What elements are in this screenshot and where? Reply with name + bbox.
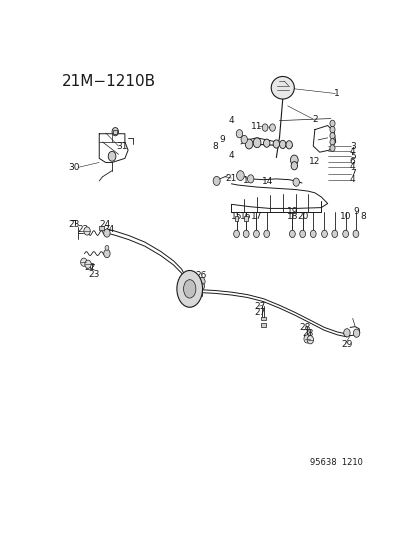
Text: 21: 21: [225, 174, 236, 183]
Text: 29: 29: [340, 340, 352, 349]
Circle shape: [112, 127, 118, 136]
Circle shape: [243, 230, 249, 238]
Text: 3: 3: [350, 142, 355, 150]
Bar: [99, 225, 104, 230]
Text: 18: 18: [286, 212, 297, 221]
Bar: [260, 317, 265, 320]
Circle shape: [342, 230, 348, 238]
Text: 5: 5: [349, 152, 355, 161]
Circle shape: [236, 130, 242, 138]
Bar: [260, 324, 265, 327]
Text: 30: 30: [68, 163, 79, 172]
Circle shape: [303, 335, 310, 343]
Circle shape: [329, 139, 334, 145]
Text: 4: 4: [228, 151, 234, 160]
Text: 21M−1210B: 21M−1210B: [61, 74, 155, 89]
Circle shape: [83, 227, 90, 235]
Circle shape: [104, 229, 110, 237]
Circle shape: [306, 336, 313, 344]
Ellipse shape: [183, 280, 195, 298]
Text: 6: 6: [349, 157, 355, 166]
Text: 15: 15: [230, 212, 242, 221]
Text: 26: 26: [195, 271, 206, 280]
Text: 28: 28: [299, 323, 310, 332]
Circle shape: [329, 145, 334, 151]
Text: 31: 31: [116, 142, 128, 150]
Circle shape: [104, 249, 110, 257]
Text: 12: 12: [309, 157, 320, 166]
Circle shape: [199, 283, 204, 290]
Circle shape: [290, 155, 297, 165]
Text: 24: 24: [103, 225, 114, 235]
Circle shape: [244, 139, 252, 149]
Text: 10: 10: [339, 212, 350, 221]
Circle shape: [233, 230, 239, 238]
Circle shape: [108, 151, 116, 161]
Circle shape: [290, 161, 297, 170]
Text: 8: 8: [212, 142, 218, 151]
Text: 9: 9: [353, 207, 358, 216]
Circle shape: [240, 135, 247, 143]
Text: 20: 20: [296, 212, 308, 221]
Circle shape: [81, 258, 87, 266]
Circle shape: [269, 124, 275, 131]
Circle shape: [329, 120, 334, 127]
Circle shape: [247, 175, 253, 183]
Text: 22: 22: [77, 225, 89, 235]
Circle shape: [236, 171, 244, 181]
Text: 2: 2: [311, 115, 317, 124]
Circle shape: [213, 176, 220, 185]
Text: 1: 1: [334, 90, 339, 99]
Circle shape: [331, 230, 337, 238]
Circle shape: [292, 178, 299, 186]
Text: 4: 4: [228, 116, 234, 125]
Circle shape: [263, 230, 269, 238]
Circle shape: [263, 139, 269, 147]
Text: 4: 4: [349, 175, 355, 184]
Circle shape: [310, 230, 316, 238]
Circle shape: [299, 230, 305, 238]
Circle shape: [352, 329, 359, 337]
Text: 11: 11: [251, 122, 262, 131]
Text: 23: 23: [68, 220, 79, 229]
Bar: [244, 216, 247, 221]
Text: 14: 14: [261, 177, 273, 186]
Bar: [234, 216, 238, 221]
Bar: [113, 131, 117, 134]
Text: 9: 9: [218, 135, 224, 144]
Text: 23: 23: [88, 270, 100, 279]
Circle shape: [279, 140, 285, 149]
Circle shape: [289, 230, 294, 238]
Circle shape: [321, 230, 327, 238]
Text: 4: 4: [349, 163, 355, 172]
Text: 22: 22: [84, 263, 95, 272]
Circle shape: [285, 141, 292, 149]
Text: 27: 27: [253, 308, 265, 317]
Text: 25: 25: [184, 271, 195, 280]
Text: 24: 24: [99, 220, 110, 229]
Text: 8: 8: [359, 212, 365, 221]
Circle shape: [329, 126, 334, 133]
Text: 19: 19: [286, 207, 297, 216]
Text: 16: 16: [240, 212, 252, 221]
Text: 13: 13: [242, 175, 254, 184]
Ellipse shape: [176, 270, 202, 307]
Circle shape: [85, 260, 91, 268]
Text: 28: 28: [302, 329, 313, 338]
Circle shape: [253, 138, 260, 148]
Text: 95638  1210: 95638 1210: [309, 458, 362, 467]
Text: 4: 4: [349, 147, 355, 156]
Circle shape: [253, 230, 259, 238]
Text: 7: 7: [349, 169, 355, 178]
Circle shape: [198, 277, 204, 286]
Circle shape: [261, 124, 267, 131]
Circle shape: [352, 230, 358, 238]
Text: 27: 27: [253, 302, 265, 311]
Circle shape: [273, 140, 279, 148]
Text: 17: 17: [250, 212, 261, 221]
Ellipse shape: [271, 76, 294, 99]
Circle shape: [105, 245, 109, 251]
Circle shape: [343, 329, 349, 337]
Circle shape: [329, 133, 334, 139]
